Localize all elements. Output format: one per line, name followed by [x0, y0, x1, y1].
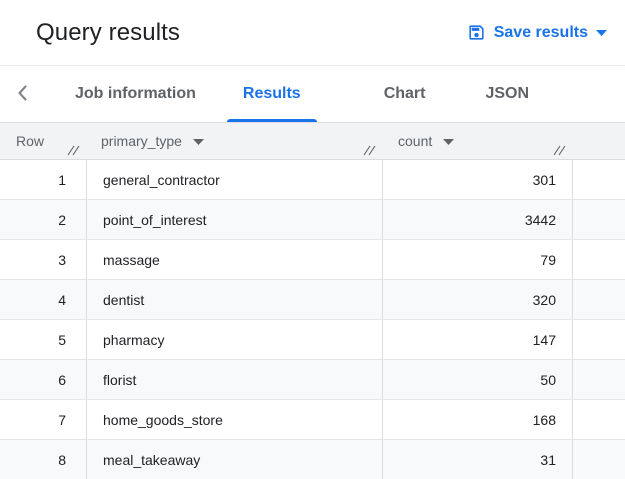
column-resize-handle-icon[interactable]	[67, 144, 80, 156]
spacer-cell	[573, 240, 625, 279]
count-cell: 320	[383, 280, 573, 319]
primary-type-cell: meal_takeaway	[87, 440, 383, 479]
primary-type-cell: point_of_interest	[87, 200, 383, 239]
tab-label: Results	[242, 85, 301, 102]
primary-type-cell: florist	[87, 360, 383, 399]
count-cell: 31	[383, 440, 573, 479]
column-dropdown-icon[interactable]	[443, 139, 455, 145]
spacer-cell	[573, 280, 625, 319]
count-cell: 3442	[383, 200, 573, 239]
spacer-cell	[573, 320, 625, 359]
results-topbar: Query results Save results	[0, 0, 625, 66]
primary-type-cell: massage	[87, 240, 383, 279]
tab-json[interactable]: JSON	[469, 66, 545, 122]
table-row[interactable]: 7 home_goods_store 168	[0, 400, 625, 440]
table-row[interactable]: 8 meal_takeaway 31	[0, 440, 625, 479]
column-label: primary_type	[101, 133, 182, 149]
column-resize-handle-icon[interactable]	[553, 144, 566, 156]
column-dropdown-icon[interactable]	[192, 139, 204, 145]
row-number-cell: 6	[0, 360, 87, 399]
count-cell: 168	[383, 400, 573, 439]
spacer-cell	[573, 440, 625, 479]
column-label: count	[398, 133, 433, 149]
table-row[interactable]: 6 florist 50	[0, 360, 625, 400]
row-number-cell: 2	[0, 200, 87, 239]
tabs-scroll-left-button[interactable]	[0, 66, 44, 122]
tab-job-information[interactable]: Job information	[59, 66, 212, 122]
table-row[interactable]: 1 general_contractor 301	[0, 160, 625, 200]
tab-results[interactable]: Results	[226, 66, 317, 122]
column-header-spacer	[573, 123, 625, 159]
count-cell: 301	[383, 160, 573, 199]
primary-type-cell: home_goods_store	[87, 400, 383, 439]
save-results-button[interactable]: Save results	[465, 19, 609, 46]
row-number-cell: 4	[0, 280, 87, 319]
save-results-label: Save results	[493, 23, 588, 41]
column-label: Row	[16, 133, 45, 149]
caret-down-icon	[596, 29, 607, 36]
row-number-cell: 1	[0, 160, 87, 199]
column-header-primary-type: primary_type	[87, 123, 383, 159]
page-title: Query results	[36, 18, 181, 46]
tab-label: JSON	[485, 85, 530, 102]
tab-chart[interactable]: Chart	[368, 66, 442, 122]
table-header-row: Row primary_type count	[0, 123, 625, 160]
row-number-cell: 7	[0, 400, 87, 439]
row-number-cell: 8	[0, 440, 87, 479]
spacer-cell	[573, 160, 625, 199]
save-icon	[467, 23, 486, 42]
spacer-cell	[573, 360, 625, 399]
tab-label: Job information	[75, 85, 196, 102]
count-cell: 147	[383, 320, 573, 359]
spacer-cell	[573, 200, 625, 239]
column-header-row: Row	[0, 123, 87, 159]
table-body: 1 general_contractor 301 2 point_of_inte…	[0, 160, 625, 479]
table-row[interactable]: 4 dentist 320	[0, 280, 625, 320]
spacer-cell	[573, 400, 625, 439]
table-row[interactable]: 5 pharmacy 147	[0, 320, 625, 360]
column-resize-handle-icon[interactable]	[363, 144, 376, 156]
column-header-count: count	[383, 123, 573, 159]
tab-label: Chart	[383, 85, 426, 102]
primary-type-cell: pharmacy	[87, 320, 383, 359]
results-tabbar: Job information Results Chart JSON	[0, 66, 625, 123]
count-cell: 79	[383, 240, 573, 279]
primary-type-cell: dentist	[87, 280, 383, 319]
count-cell: 50	[383, 360, 573, 399]
row-number-cell: 5	[0, 320, 87, 359]
table-row[interactable]: 3 massage 79	[0, 240, 625, 280]
chevron-left-icon	[17, 84, 27, 104]
row-number-cell: 3	[0, 240, 87, 279]
primary-type-cell: general_contractor	[87, 160, 383, 199]
table-row[interactable]: 2 point_of_interest 3442	[0, 200, 625, 240]
